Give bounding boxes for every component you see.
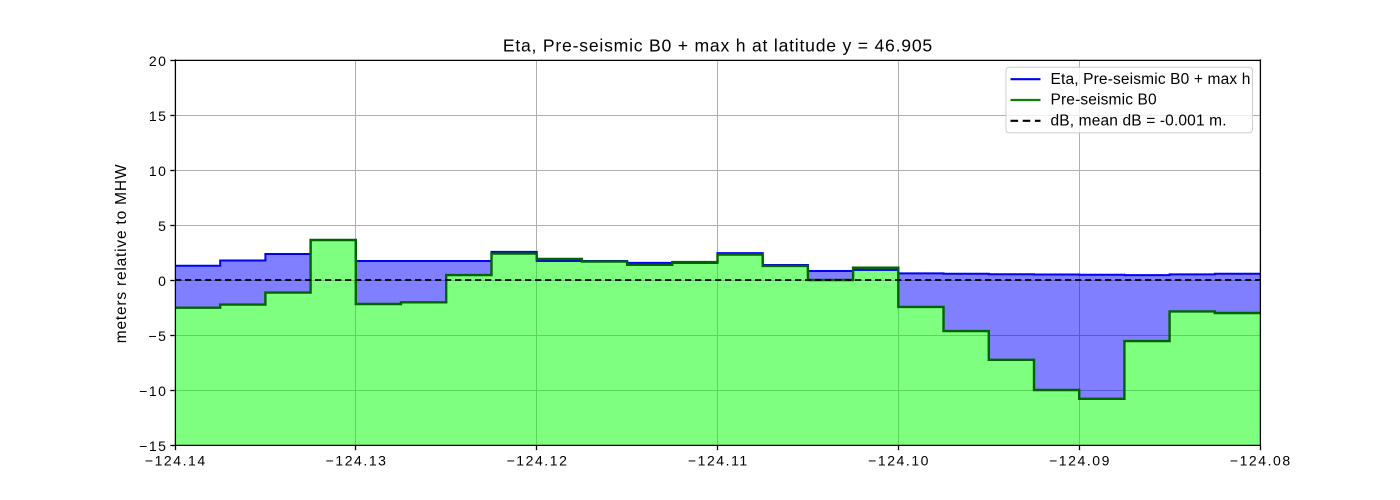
svg-text:0: 0 <box>158 273 167 289</box>
svg-text:20: 20 <box>149 53 168 69</box>
svg-text:15: 15 <box>149 108 168 124</box>
svg-text:Eta, Pre-seismic B0 + max h: Eta, Pre-seismic B0 + max h <box>1051 71 1251 88</box>
svg-text:5: 5 <box>158 218 167 234</box>
svg-text:−10: −10 <box>139 383 167 399</box>
svg-text:−5: −5 <box>148 328 167 344</box>
svg-text:−124.12: −124.12 <box>507 453 569 469</box>
svg-text:−15: −15 <box>139 438 167 454</box>
svg-text:−124.14: −124.14 <box>145 453 207 469</box>
svg-text:meters relative to MHW: meters relative to MHW <box>113 164 130 344</box>
svg-text:−124.11: −124.11 <box>688 453 749 469</box>
svg-text:Eta, Pre-seismic B0 + max h at: Eta, Pre-seismic B0 + max h at latitude … <box>503 36 933 56</box>
svg-text:−124.08: −124.08 <box>1230 453 1292 469</box>
svg-text:−124.13: −124.13 <box>326 453 388 469</box>
svg-text:dB, mean dB = -0.001 m.: dB, mean dB = -0.001 m. <box>1051 112 1227 129</box>
svg-text:−124.10: −124.10 <box>868 453 930 469</box>
svg-text:−124.09: −124.09 <box>1049 453 1111 469</box>
svg-text:10: 10 <box>149 163 168 179</box>
svg-text:Pre-seismic B0: Pre-seismic B0 <box>1051 92 1158 109</box>
